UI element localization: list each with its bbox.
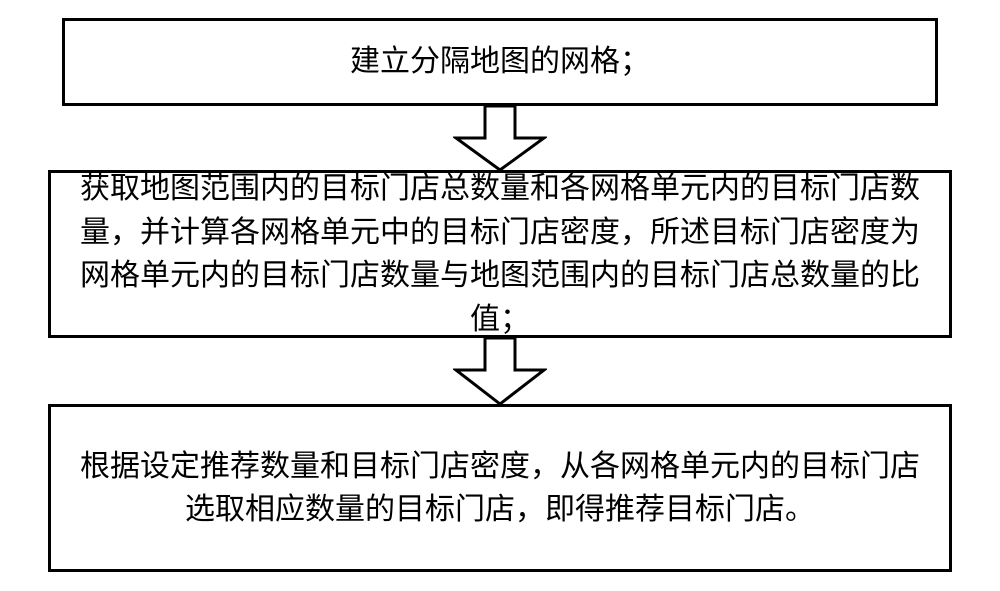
flowchart-node-n2: 获取地图范围内的目标门店总数量和各网格单元内的目标门店数量，并计算各网格单元中的…: [48, 170, 952, 338]
flowchart-arrow-a1: [453, 106, 547, 173]
flowchart-node-label: 获取地图范围内的目标门店总数量和各网格单元内的目标门店数量，并计算各网格单元中的…: [71, 167, 929, 341]
flowchart-node-label: 根据设定推荐数量和目标门店密度，从各网格单元内的目标门店选取相应数量的目标门店，…: [71, 445, 929, 532]
flowchart-canvas: 建立分隔地图的网格； 获取地图范围内的目标门店总数量和各网格单元内的目标门店数量，…: [0, 0, 1000, 591]
flowchart-node-label: 建立分隔地图的网格；: [350, 40, 650, 84]
flowchart-arrow-a2: [453, 338, 547, 407]
flowchart-node-n3: 根据设定推荐数量和目标门店密度，从各网格单元内的目标门店选取相应数量的目标门店，…: [48, 404, 952, 572]
flowchart-node-n1: 建立分隔地图的网格；: [62, 18, 938, 106]
